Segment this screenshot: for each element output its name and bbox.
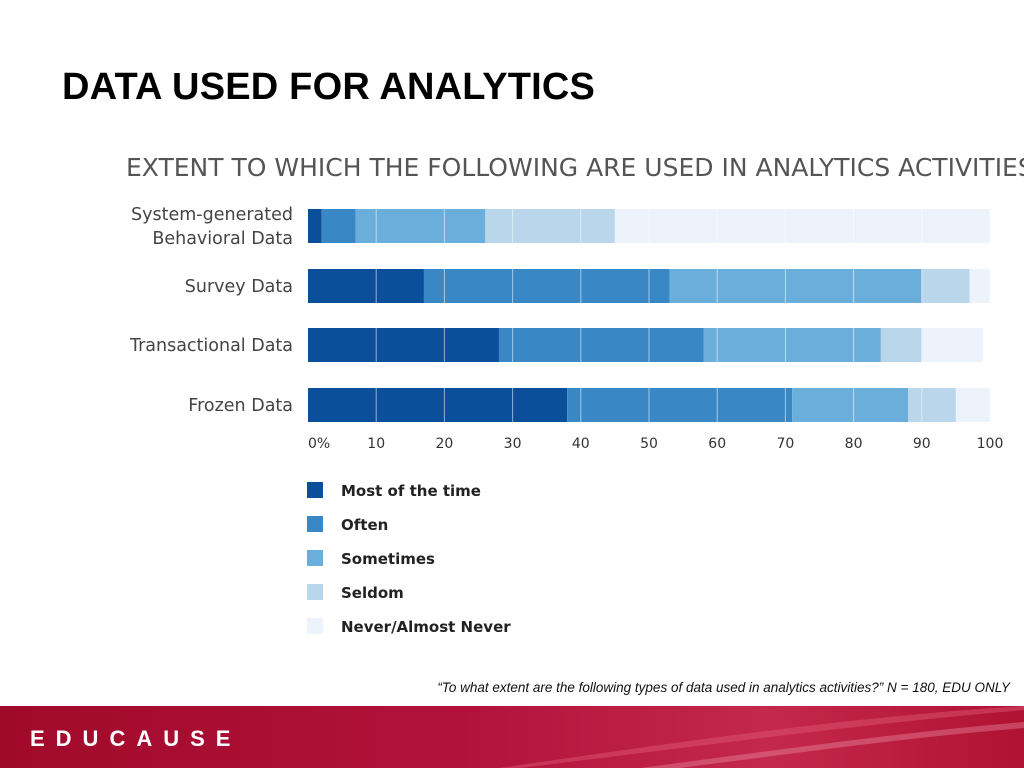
bar-segment	[355, 209, 486, 243]
bar-segment	[969, 269, 990, 303]
bar-segment	[485, 209, 615, 243]
educause-logo: EDUCAUSE	[30, 726, 242, 751]
bar-segment	[921, 269, 970, 303]
bar-segment	[614, 209, 990, 243]
x-axis-ticks: 0% 10 20 30 40 50 60 70 80 90 100	[308, 436, 1003, 452]
legend-swatch	[307, 482, 323, 498]
bar-segment	[792, 388, 909, 422]
tick-label: 90	[913, 436, 931, 452]
bar-segment	[498, 328, 704, 362]
bar-segment	[703, 328, 881, 362]
tick-label: 70	[776, 436, 794, 452]
gridlines	[375, 205, 923, 426]
bar-segment	[423, 269, 670, 303]
legend-swatch	[307, 550, 323, 566]
bar-segment	[308, 209, 322, 243]
bar-segment	[567, 388, 793, 422]
tick-label: 100	[977, 436, 1004, 452]
legend: Most of the time Often Sometimes Seldom Neve…	[307, 482, 511, 636]
tick-label: 60	[708, 436, 726, 452]
tick-label: 30	[504, 436, 522, 452]
footnote: “To what extent are the following types …	[437, 680, 1010, 695]
footer-swoosh-decoration	[500, 706, 1024, 768]
bar-segment	[321, 209, 356, 243]
category-labels: System-generated Behavioral Data Survey Da…	[129, 205, 293, 416]
tick-label: 80	[845, 436, 863, 452]
footer-band: EDUCAUSE	[0, 706, 1024, 768]
legend-swatch	[307, 618, 323, 634]
legend-label: Most of the time	[341, 482, 481, 500]
bar-segment	[669, 269, 922, 303]
slide-title: DATA USED FOR ANALYTICS	[62, 66, 596, 108]
legend-label: Never/Almost Never	[341, 618, 511, 636]
category-label: System-generated	[131, 205, 293, 225]
category-label: Transactional Data	[129, 336, 293, 356]
tick-label: 50	[640, 436, 658, 452]
legend-label: Seldom	[341, 584, 404, 602]
tick-label: 10	[367, 436, 385, 452]
bar-segment	[908, 388, 956, 422]
category-label: Behavioral Data	[152, 229, 293, 249]
bar-segment	[308, 328, 499, 362]
bar-segment	[308, 388, 568, 422]
legend-swatch	[307, 516, 323, 532]
legend-label: Often	[341, 516, 388, 534]
legend-label: Sometimes	[341, 550, 435, 568]
category-label: Survey Data	[185, 277, 293, 297]
tick-label: 20	[435, 436, 453, 452]
tick-label: 0%	[308, 436, 330, 452]
stacked-bar-chart: EXTENT TO WHICH THE FOLLOWING ARE USED I…	[126, 153, 1024, 636]
bar-segment	[308, 269, 424, 303]
legend-swatch	[307, 584, 323, 600]
bar-segment	[955, 388, 990, 422]
category-label: Frozen Data	[188, 396, 293, 416]
tick-label: 40	[572, 436, 590, 452]
bar-segment	[921, 328, 984, 362]
chart-title: EXTENT TO WHICH THE FOLLOWING ARE USED I…	[126, 153, 1024, 182]
bar-segment	[880, 328, 922, 362]
bars	[308, 209, 990, 422]
